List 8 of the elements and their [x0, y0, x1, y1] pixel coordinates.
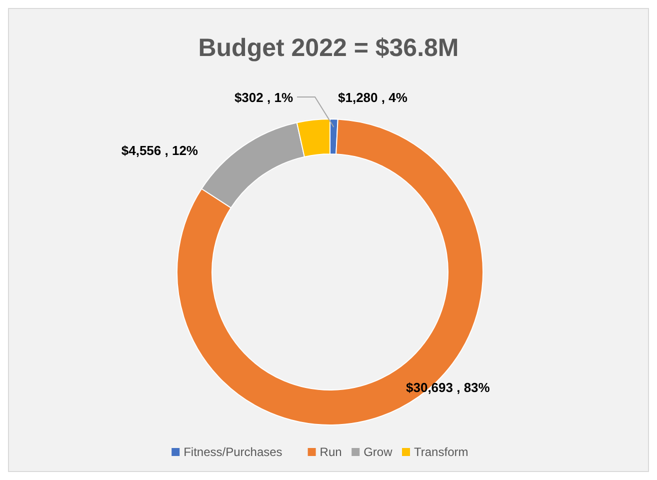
chart-title: Budget 2022 = $36.8M [198, 34, 459, 62]
legend-label: Transform [414, 445, 468, 459]
legend-label: Run [320, 445, 342, 459]
data-label: $302 , 1% [234, 90, 294, 105]
legend-label: Fitness/Purchases [184, 445, 282, 459]
data-label: $4,556 , 12% [121, 143, 198, 158]
legend-label: Grow [364, 445, 393, 459]
data-label: $1,280 , 4% [338, 90, 408, 105]
